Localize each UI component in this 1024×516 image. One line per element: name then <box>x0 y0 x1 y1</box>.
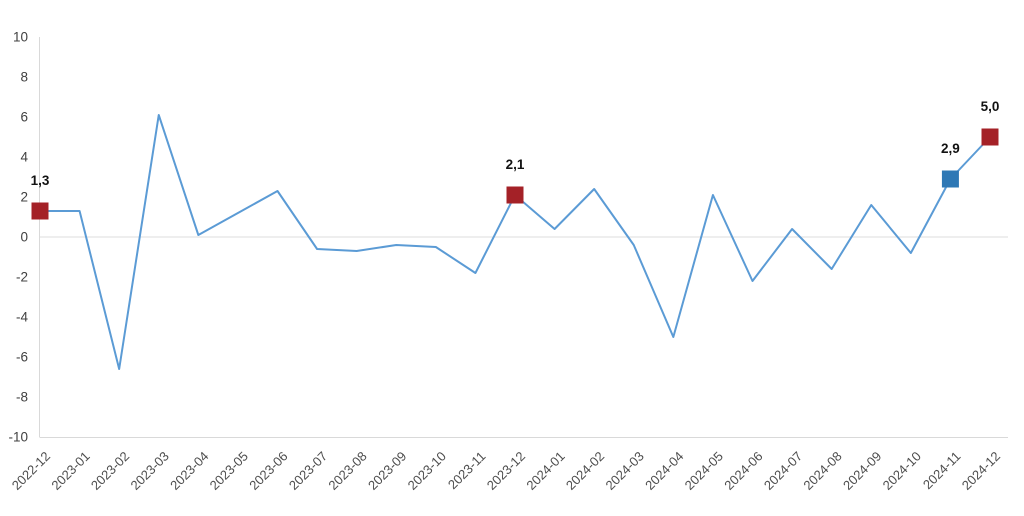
x-axis-tick-label: 2024-03 <box>603 449 647 493</box>
y-axis-tick-label: -4 <box>16 310 28 325</box>
x-axis-tick-label: 2023-09 <box>365 449 409 493</box>
x-axis-tick-label: 2024-06 <box>721 449 765 493</box>
x-axis-tick-label: 2024-02 <box>563 449 607 493</box>
y-axis-tick-label: -6 <box>16 350 28 365</box>
y-axis-tick-label: 2 <box>20 190 28 205</box>
marker-2024-12 <box>981 128 999 146</box>
data-label-2023-12: 2,1 <box>506 157 525 172</box>
x-axis-tick-label: 2024-01 <box>523 449 567 493</box>
marker-2023-12 <box>506 186 524 204</box>
x-axis-tick-label: 2023-12 <box>484 449 528 493</box>
x-axis-tick-label: 2024-08 <box>800 449 844 493</box>
x-axis-tick-label: 2024-09 <box>840 449 884 493</box>
x-axis-tick-label: 2024-05 <box>682 449 726 493</box>
x-axis-tick-label: 2024-11 <box>920 449 964 493</box>
marker-2022-12 <box>31 202 49 220</box>
y-axis-tick-label: 10 <box>13 30 28 45</box>
y-axis-tick-label: 4 <box>20 150 28 165</box>
x-axis-tick-label: 2024-07 <box>761 449 805 493</box>
y-axis-tick-label: 6 <box>20 110 28 125</box>
data-label-2024-11: 2,9 <box>941 141 960 156</box>
y-axis-tick-label: -8 <box>16 390 28 405</box>
x-axis-tick-label: 2023-07 <box>286 449 330 493</box>
x-axis-tick-label: 2023-03 <box>128 449 172 493</box>
x-axis-tick-label: 2023-01 <box>48 449 92 493</box>
x-axis-tick-label: 2023-11 <box>445 449 489 493</box>
x-axis-tick-label: 2023-02 <box>88 449 132 493</box>
data-label-2022-12: 1,3 <box>31 173 50 188</box>
x-axis-tick-label: 2023-10 <box>405 449 449 493</box>
x-axis-tick-label: 2024-04 <box>642 449 686 493</box>
x-axis-tick-label: 2023-06 <box>246 449 290 493</box>
data-label-2024-12: 5,0 <box>981 99 1000 114</box>
y-axis-tick-label: -2 <box>16 270 28 285</box>
y-axis-tick-label: -10 <box>8 430 28 445</box>
x-axis-tick-label: 2023-04 <box>167 449 211 493</box>
y-axis-tick-label: 0 <box>20 230 28 245</box>
series-line <box>39 114 991 370</box>
x-axis-tick-label: 2024-12 <box>959 449 1003 493</box>
x-axis-tick-label: 2024-10 <box>880 449 924 493</box>
marker-2024-11 <box>941 170 959 188</box>
x-axis-tick-label: 2022-12 <box>9 449 53 493</box>
y-axis-tick-label: 8 <box>20 70 28 85</box>
x-axis-tick-label: 2023-05 <box>207 449 251 493</box>
x-axis-tick-label: 2023-08 <box>325 449 369 493</box>
